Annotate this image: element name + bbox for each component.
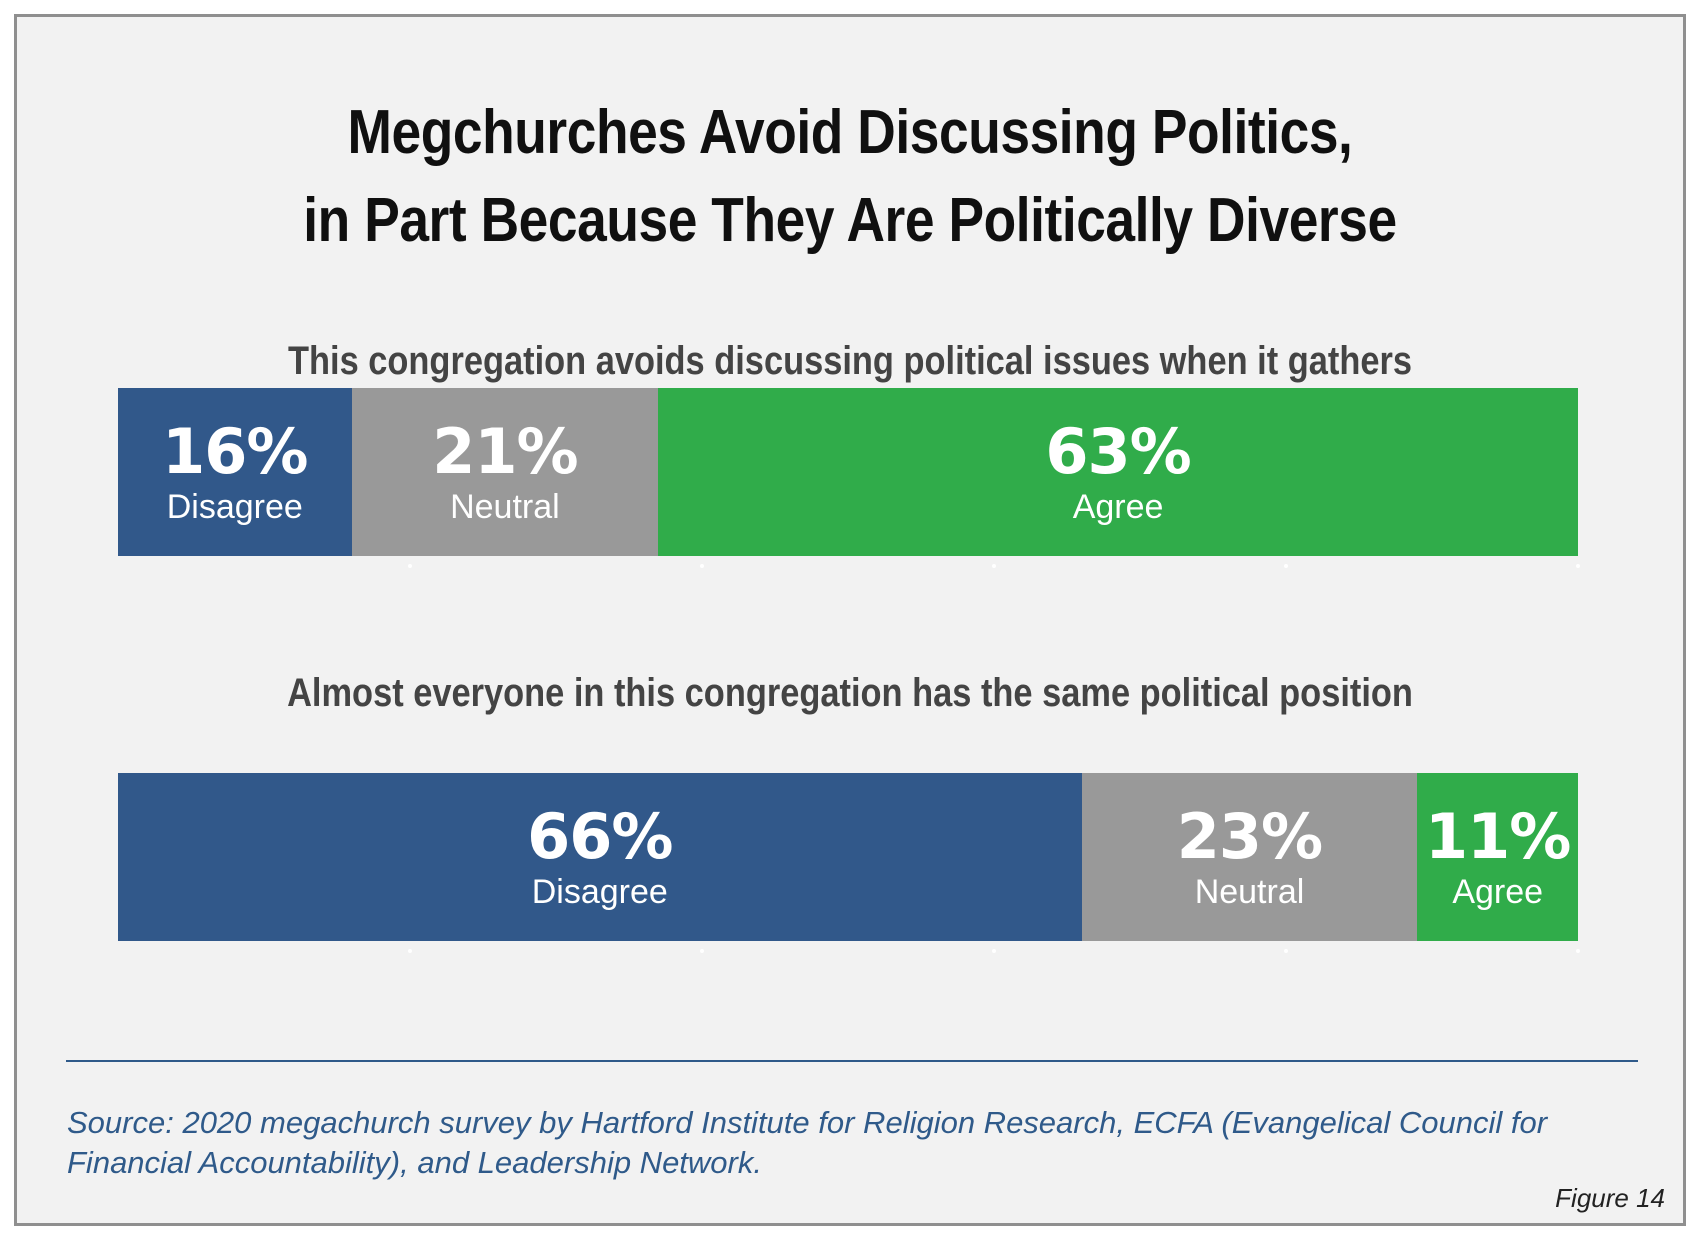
bar-segment-agree: 11% Agree: [1417, 773, 1578, 941]
bar-segment-neutral: 23% Neutral: [1081, 773, 1418, 941]
source-divider: [66, 1060, 1638, 1062]
axis-tick-dot: [700, 564, 704, 568]
segment-value-label: 66%: [527, 800, 673, 873]
segment-value-label: 63%: [1045, 415, 1191, 488]
segment-category-label: Disagree: [166, 488, 303, 526]
chart-1-stacked-bar: 16% Disagree 21% Neutral 63% Agree: [118, 388, 1580, 568]
bar-segment-disagree: 66% Disagree: [118, 773, 1082, 941]
segment-value-label: 23%: [1176, 800, 1323, 873]
bar-segment-neutral: 21% Neutral: [351, 388, 659, 556]
axis-tick-dot: [700, 949, 704, 953]
figure-frame: Megchurches Avoid Discussing Politics, i…: [14, 14, 1686, 1226]
axis-tick-dot: [1284, 564, 1288, 568]
chart-2-stacked-bar: 66% Disagree 23% Neutral 11% Agree: [118, 773, 1580, 953]
bar-segment-disagree: 16% Disagree: [118, 388, 352, 556]
axis-tick-dot: [1576, 949, 1580, 953]
segment-category-label: Neutral: [1194, 873, 1305, 911]
axis-tick-dot: [1284, 949, 1288, 953]
axis-tick-dot: [992, 949, 996, 953]
segment-category-label: Agree: [1452, 873, 1544, 911]
segment-value-label: 16%: [162, 415, 308, 488]
segment-category-label: Agree: [1072, 488, 1164, 526]
source-note: Source: 2020 megachurch survey by Hartfo…: [67, 1105, 1548, 1180]
axis-tick-dot: [992, 564, 996, 568]
axis-tick-dot: [1576, 564, 1580, 568]
chart-2-subtitle: Almost everyone in this congregation has…: [287, 671, 1413, 715]
chart-title-line-2: in Part Because They Are Politically Div…: [303, 186, 1397, 255]
figure-label: Figure 14: [1555, 1183, 1665, 1213]
axis-tick-dot: [408, 564, 412, 568]
bar-segment-agree: 63% Agree: [658, 388, 1578, 556]
axis-tick-dot: [408, 949, 412, 953]
segment-category-label: Neutral: [450, 488, 560, 526]
segment-value-label: 11%: [1424, 800, 1571, 873]
chart-title-line-1: Megchurches Avoid Discussing Politics,: [347, 98, 1353, 167]
chart-title: Megchurches Avoid Discussing Politics, i…: [134, 89, 1567, 265]
segment-category-label: Disagree: [531, 873, 668, 911]
segment-value-label: 21%: [432, 415, 578, 488]
chart-1-subtitle: This congregation avoids discussing poli…: [288, 339, 1412, 383]
